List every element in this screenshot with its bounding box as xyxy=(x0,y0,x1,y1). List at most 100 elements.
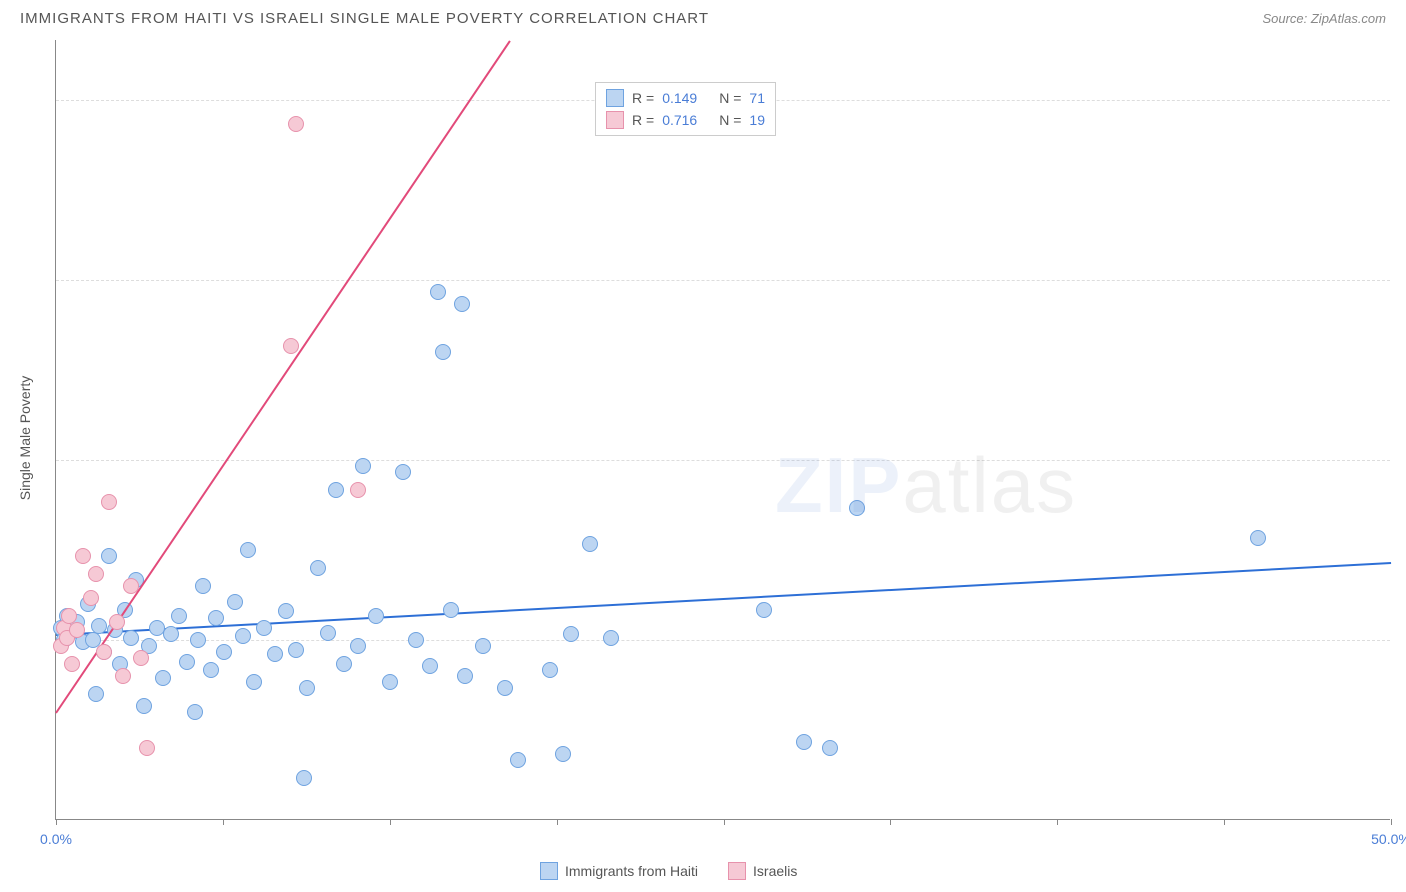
legend-item-israelis: Israelis xyxy=(728,862,797,880)
data-point-haiti xyxy=(208,610,224,626)
x-tick xyxy=(724,819,725,825)
data-point-haiti xyxy=(603,630,619,646)
data-point-haiti xyxy=(195,578,211,594)
data-point-haiti xyxy=(88,686,104,702)
data-point-haiti xyxy=(267,646,283,662)
data-point-haiti xyxy=(256,620,272,636)
data-point-israelis xyxy=(109,614,125,630)
data-point-israelis xyxy=(64,656,80,672)
source-prefix: Source: xyxy=(1262,11,1310,26)
data-point-haiti xyxy=(1250,530,1266,546)
data-point-israelis xyxy=(83,590,99,606)
data-point-haiti xyxy=(310,560,326,576)
legend-label: Israelis xyxy=(753,863,797,879)
stats-row-israelis: R =0.716N =19 xyxy=(606,109,765,131)
data-point-israelis xyxy=(288,116,304,132)
x-tick xyxy=(223,819,224,825)
data-point-haiti xyxy=(163,626,179,642)
r-label: R = xyxy=(632,112,654,128)
data-point-haiti xyxy=(756,602,772,618)
data-point-haiti xyxy=(136,698,152,714)
data-point-haiti xyxy=(296,770,312,786)
data-point-haiti xyxy=(336,656,352,672)
data-point-haiti xyxy=(216,644,232,660)
x-tick xyxy=(1391,819,1392,825)
data-point-haiti xyxy=(155,670,171,686)
data-point-haiti xyxy=(796,734,812,750)
data-point-israelis xyxy=(69,622,85,638)
data-point-haiti xyxy=(246,674,262,690)
x-tick-label: 0.0% xyxy=(40,831,72,847)
r-label: R = xyxy=(632,90,654,106)
data-point-haiti xyxy=(91,618,107,634)
data-point-haiti xyxy=(582,536,598,552)
stats-row-haiti: R = 0.149 N = 71 xyxy=(606,87,765,109)
data-point-haiti xyxy=(457,668,473,684)
data-point-haiti xyxy=(368,608,384,624)
data-point-israelis xyxy=(101,494,117,510)
data-point-haiti xyxy=(320,625,336,641)
data-point-haiti xyxy=(203,662,219,678)
gridline xyxy=(56,640,1390,641)
swatch-haiti xyxy=(540,862,558,880)
y-axis-title: Single Male Poverty xyxy=(17,376,33,501)
data-point-israelis xyxy=(283,338,299,354)
source-attribution: Source: ZipAtlas.com xyxy=(1262,11,1386,26)
data-point-haiti xyxy=(123,630,139,646)
chart-header: IMMIGRANTS FROM HAITI VS ISRAELI SINGLE … xyxy=(0,0,1406,36)
data-point-haiti xyxy=(443,602,459,618)
data-point-haiti xyxy=(227,594,243,610)
data-point-haiti xyxy=(422,658,438,674)
chart-title: IMMIGRANTS FROM HAITI VS ISRAELI SINGLE … xyxy=(20,10,709,27)
r-value: 0.149 xyxy=(662,90,697,106)
data-point-haiti xyxy=(395,464,411,480)
r-value: 0.716 xyxy=(662,112,697,128)
data-point-haiti xyxy=(179,654,195,670)
y-tick-label: 15.0% xyxy=(1395,632,1406,648)
x-tick xyxy=(1057,819,1058,825)
data-point-haiti xyxy=(542,662,558,678)
swatch-israelis xyxy=(728,862,746,880)
legend-item-haiti: Immigrants from Haiti xyxy=(540,862,698,880)
y-tick-label: 45.0% xyxy=(1395,272,1406,288)
data-point-israelis xyxy=(115,668,131,684)
source-name: ZipAtlas.com xyxy=(1311,11,1386,26)
n-value: 71 xyxy=(749,90,765,106)
n-value: 19 xyxy=(749,112,765,128)
swatch-haiti xyxy=(606,89,624,107)
data-point-haiti xyxy=(328,482,344,498)
stats-legend: R =0.149N =71R =0.716N =19 xyxy=(595,82,776,136)
data-point-haiti xyxy=(299,680,315,696)
data-point-haiti xyxy=(171,608,187,624)
y-tick-label: 30.0% xyxy=(1395,452,1406,468)
gridline xyxy=(56,460,1390,461)
n-label: N = xyxy=(719,90,741,106)
series-legend: Immigrants from Haiti Israelis xyxy=(540,862,797,880)
x-tick xyxy=(1224,819,1225,825)
swatch-israelis xyxy=(606,111,624,129)
data-point-israelis xyxy=(75,548,91,564)
x-tick xyxy=(56,819,57,825)
data-point-haiti xyxy=(278,603,294,619)
data-point-haiti xyxy=(555,746,571,762)
data-point-israelis xyxy=(96,644,112,660)
data-point-haiti xyxy=(190,632,206,648)
data-point-haiti xyxy=(563,626,579,642)
data-point-haiti xyxy=(430,284,446,300)
x-tick xyxy=(390,819,391,825)
data-point-israelis xyxy=(350,482,366,498)
data-point-haiti xyxy=(849,500,865,516)
data-point-haiti xyxy=(510,752,526,768)
x-tick xyxy=(890,819,891,825)
chart-area: 15.0%30.0%45.0%60.0%0.0%50.0% ZIPatlas R… xyxy=(55,40,1390,820)
data-point-haiti xyxy=(235,628,251,644)
data-point-haiti xyxy=(101,548,117,564)
data-point-haiti xyxy=(288,642,304,658)
data-point-israelis xyxy=(88,566,104,582)
plot-region: 15.0%30.0%45.0%60.0%0.0%50.0% xyxy=(55,40,1390,820)
y-tick-label: 60.0% xyxy=(1395,92,1406,108)
x-tick-label: 50.0% xyxy=(1371,831,1406,847)
data-point-israelis xyxy=(123,578,139,594)
data-point-haiti xyxy=(454,296,470,312)
data-point-haiti xyxy=(355,458,371,474)
